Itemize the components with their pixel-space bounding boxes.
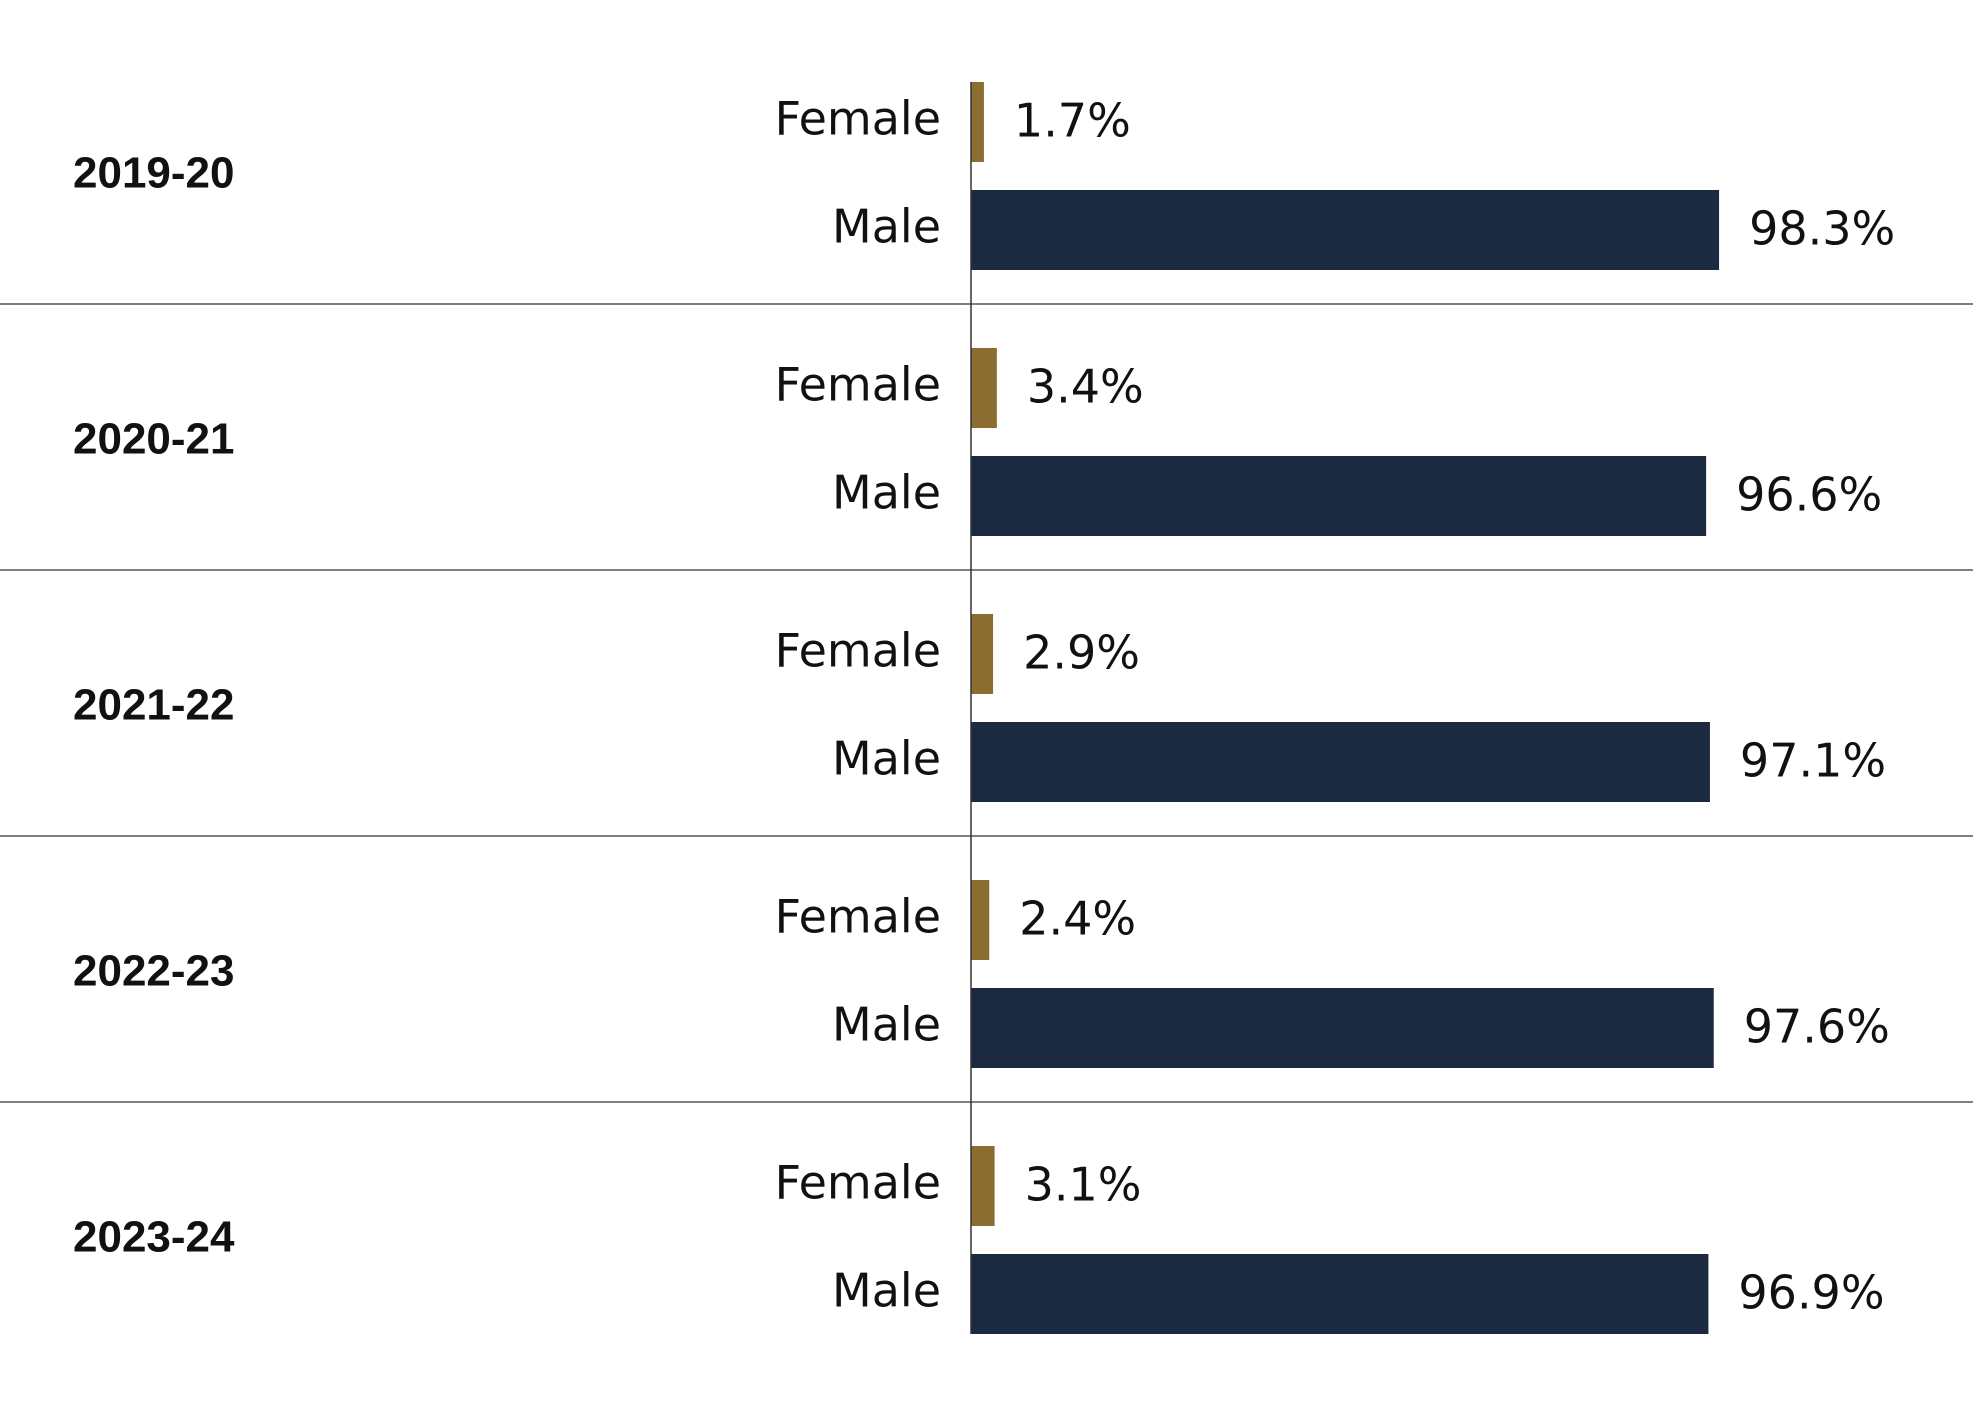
value-label: 2.9% <box>1023 626 1140 680</box>
bar <box>971 988 1714 1068</box>
series-label: Male <box>832 1264 941 1318</box>
value-label: 96.9% <box>1738 1266 1884 1320</box>
bar <box>971 614 994 694</box>
series-label: Female <box>775 358 941 412</box>
category-label: 2019-20 <box>73 149 234 198</box>
bar <box>971 880 990 960</box>
series-label: Male <box>832 732 941 786</box>
series-label: Male <box>832 466 941 520</box>
value-label: 3.4% <box>1027 360 1144 414</box>
series-label: Female <box>775 624 941 678</box>
series-label: Male <box>832 200 941 254</box>
series-label: Female <box>775 890 941 944</box>
bar <box>971 82 984 162</box>
category-label: 2020-21 <box>73 415 234 464</box>
category-label: 2022-23 <box>73 947 234 996</box>
bar <box>971 190 1720 270</box>
bar <box>971 722 1710 802</box>
category-label: 2021-22 <box>73 681 234 730</box>
series-label: Male <box>832 998 941 1052</box>
bar <box>971 456 1707 536</box>
value-label: 2.4% <box>1019 892 1136 946</box>
bar <box>971 1254 1709 1334</box>
value-label: 96.6% <box>1736 468 1882 522</box>
value-label: 97.6% <box>1744 1000 1890 1054</box>
series-label: Female <box>775 92 941 146</box>
category-label: 2023-24 <box>73 1213 235 1262</box>
value-label: 1.7% <box>1014 94 1131 148</box>
bar <box>971 1146 995 1226</box>
bar <box>971 348 997 428</box>
value-label: 98.3% <box>1749 202 1895 256</box>
series-label: Female <box>775 1156 941 1210</box>
value-label: 3.1% <box>1025 1158 1142 1212</box>
value-label: 97.1% <box>1740 734 1886 788</box>
